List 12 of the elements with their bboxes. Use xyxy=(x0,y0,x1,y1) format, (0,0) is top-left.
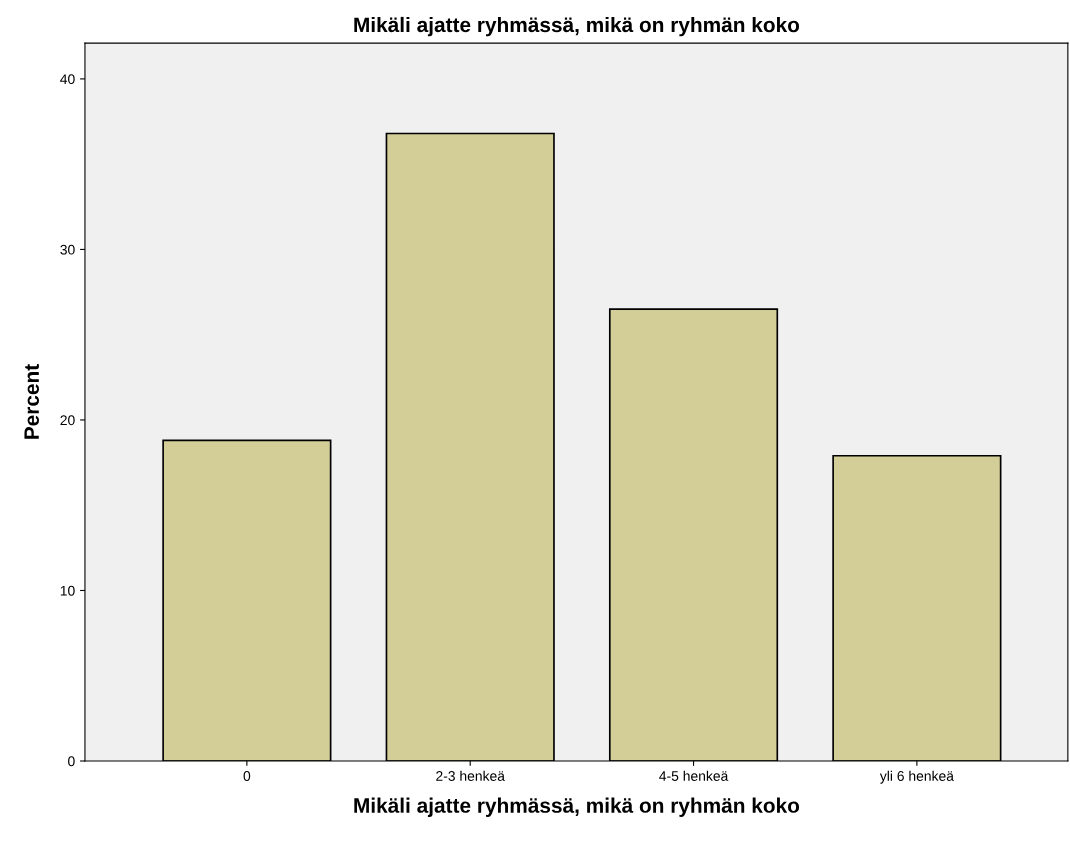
y-tick-label: 10 xyxy=(60,585,75,596)
x-tick-label: 0 xyxy=(243,771,251,781)
x-tick-label: yli 6 henkeä xyxy=(879,770,954,784)
chart-title: Mikäli ajatte ryhmässä, mikä on ryhmän koko xyxy=(354,16,800,37)
x-tick-label: 4-5 henkeä xyxy=(659,770,729,781)
y-tick-label: 0 xyxy=(68,756,75,767)
y-tick-label: 40 xyxy=(60,74,75,85)
x-axis-title: Mikäli ajatte ryhmässä, mikä on ryhmän koko xyxy=(354,797,800,817)
y-axis-title: Percent xyxy=(24,364,39,439)
y-tick-label: 20 xyxy=(60,415,75,426)
y-tick-label: 30 xyxy=(60,244,75,255)
x-tick-label: 2-3 henkeä xyxy=(436,770,505,781)
